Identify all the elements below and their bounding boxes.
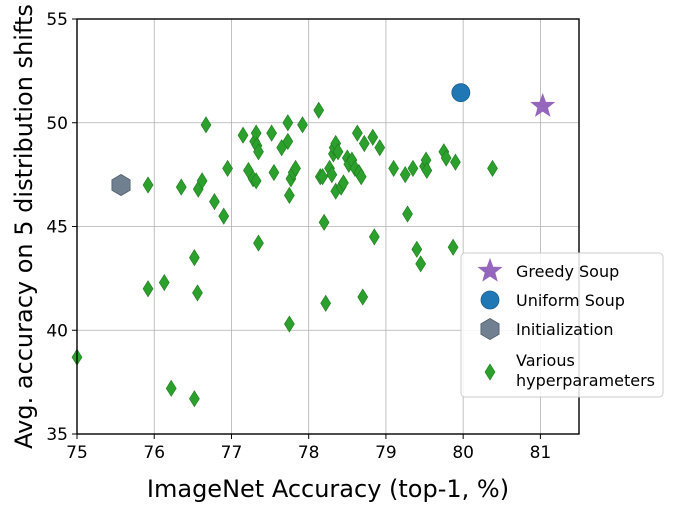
circle-point (451, 83, 471, 103)
x-tick-label: 81 (530, 443, 552, 463)
diamond-point (250, 172, 262, 190)
diamond-point (374, 139, 386, 157)
x-tick-label: 78 (298, 443, 320, 463)
legend-label: Various (516, 351, 575, 370)
x-tick-label: 76 (143, 443, 165, 463)
diamond-point (142, 176, 154, 194)
diamond-point (175, 178, 187, 196)
diamond-point (368, 228, 380, 246)
diamond-point (357, 288, 369, 306)
legend-star-marker (477, 257, 503, 282)
diamond-point (209, 193, 220, 211)
legend-diamond-marker (484, 363, 496, 381)
diamond-point (237, 126, 249, 144)
diamond-point (388, 159, 399, 177)
diamond-point (253, 143, 264, 161)
x-axis-title: ImageNet Accuracy (top-1, %) (147, 475, 509, 503)
diamond-point (268, 163, 280, 182)
diamond-point (196, 172, 208, 190)
diamond-point (282, 132, 294, 150)
diamond-point (253, 234, 264, 252)
diamond-point (189, 390, 200, 408)
diamond-point (399, 166, 411, 184)
legend-label: Initialization (516, 320, 614, 339)
legend-label: Greedy Soup (516, 262, 619, 281)
diamond-point (447, 238, 459, 256)
diamond-point (284, 315, 295, 333)
y-tick-label: 45 (46, 218, 68, 238)
diamond-point (189, 249, 200, 267)
x-tick-label: 77 (221, 443, 243, 463)
y-tick-label: 35 (46, 425, 68, 445)
diamond-point (355, 168, 367, 186)
diamond-point (266, 124, 277, 142)
legend-label: hyperparameters (516, 371, 655, 390)
diamond-point (222, 159, 233, 177)
legend-label: Uniform Soup (516, 291, 625, 310)
star-point (530, 93, 556, 117)
diamond-point (218, 207, 230, 225)
diamond-point (415, 255, 427, 273)
diamond-point (284, 186, 295, 204)
legend-box (460, 252, 664, 398)
diamond-point (297, 116, 308, 134)
diamond-point (200, 116, 212, 134)
diamond-point (402, 205, 413, 223)
diamond-point (367, 128, 379, 146)
y-tick-label: 50 (46, 114, 68, 134)
diamond-point (487, 159, 498, 177)
diamond-point (320, 294, 332, 312)
hexagon-point (111, 174, 131, 196)
diamond-point (411, 240, 423, 258)
diamond-point (165, 379, 177, 397)
diamond-point (407, 159, 419, 177)
x-tick-label: 79 (375, 443, 397, 463)
data-points (71, 83, 556, 408)
diamond-point (142, 280, 154, 298)
axis-ticks: 75 76 77 78 79 80 81 35 40 45 50 55 (46, 10, 551, 463)
diamond-point (338, 174, 349, 192)
x-tick-label: 75 (66, 443, 88, 463)
legend-hexagon-marker (480, 318, 500, 340)
diamond-point (358, 134, 370, 153)
y-tick-label: 55 (46, 10, 68, 30)
diamond-point (290, 159, 301, 177)
diamond-point (192, 284, 203, 302)
x-tick-label: 80 (452, 443, 474, 463)
diamond-point (351, 124, 363, 142)
legend-circle-marker (480, 290, 500, 310)
y-tick-label: 40 (46, 321, 68, 341)
diamond-point (440, 149, 452, 167)
diamond-point (421, 161, 433, 180)
diamond-point (317, 168, 328, 186)
diamond-point (313, 101, 325, 119)
legend: Greedy Soup Uniform Soup Initialization Var… (460, 252, 664, 398)
y-axis-title: Avg. accuracy on 5 distribution shifts (10, 4, 38, 449)
diamond-point (332, 143, 344, 161)
diamond-point (158, 273, 170, 292)
diamond-point (282, 114, 294, 132)
diamond-point (326, 166, 338, 184)
diamond-point (318, 213, 330, 231)
diamond-point (450, 153, 461, 171)
